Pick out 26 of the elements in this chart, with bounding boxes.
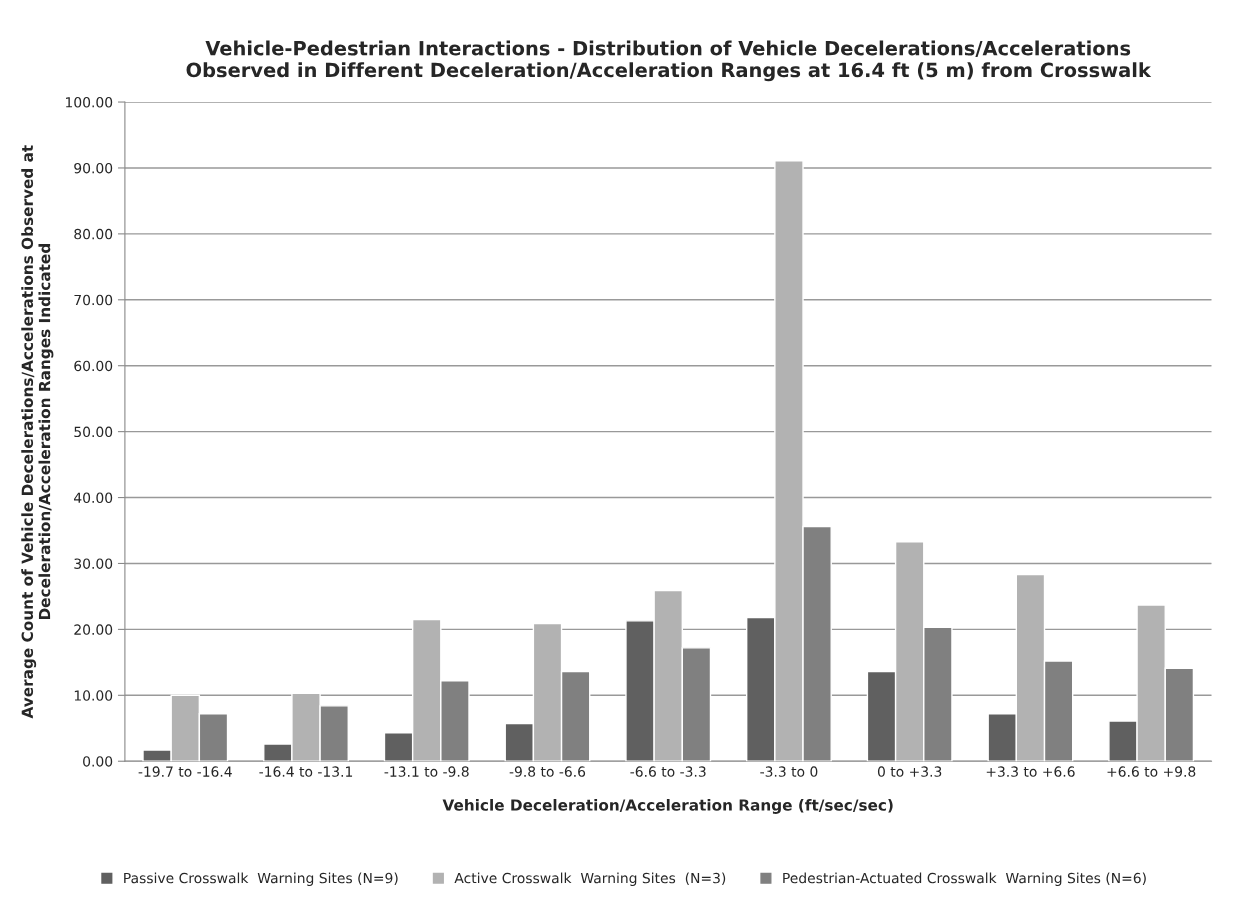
y-tick-label: 70.00 [74, 294, 113, 306]
x-tick-label: -16.4 to -13.1 [259, 766, 353, 777]
y-tick-label: 100.00 [66, 97, 113, 108]
legend-label: Active Crosswalk Warning Sites (N=3) [454, 872, 726, 886]
chart-title: Vehicle-Pedestrian Interactions - Distribution of Vehicle Decelerations/Accelerations Observed in Different Deceleration/Acceleration Ranges at 16.4 ft (5 m) from Crosswalk [186, 40, 1152, 82]
legend-label: Pedestrian-Actuated Crosswalk Warning Sites (N=6) [783, 872, 1146, 886]
y-tick-label: 60.00 [74, 360, 113, 372]
y-tick-label: 10.00 [74, 690, 113, 701]
y-axis-title: Average Count of Vehicle Decelerations/Accelerations Observed at Deceleration/Acceleration Ranges Indicated [21, 145, 54, 719]
legend-label: Passive Crosswalk Warning Sites (N=9) [124, 872, 398, 886]
x-tick-label: 0 to +3.3 [877, 766, 942, 777]
x-tick-label: +3.3 to +6.6 [986, 766, 1075, 777]
y-tick-label: 40.00 [74, 492, 113, 504]
y-tick-label: 80.00 [74, 228, 113, 240]
y-tick-label: 90.00 [74, 162, 113, 174]
x-tick-label: -6.6 to -3.3 [630, 766, 706, 777]
x-tick-label: -3.3 to 0 [760, 766, 818, 777]
x-tick-label: -13.1 to -9.8 [384, 766, 469, 777]
y-tick-label: 20.00 [74, 624, 113, 635]
x-tick-label: -19.7 to -16.4 [138, 766, 232, 777]
y-tick-label: 30.00 [74, 558, 113, 569]
x-axis-title: Vehicle Deceleration/Acceleration Range (ft/sec/sec) [442, 798, 893, 814]
x-tick-label: -9.8 to -6.6 [509, 766, 586, 777]
y-tick-label: 0.00 [83, 756, 113, 767]
y-tick-label: 50.00 [74, 426, 113, 438]
x-tick-label: +6.6 to +9.8 [1107, 766, 1196, 777]
